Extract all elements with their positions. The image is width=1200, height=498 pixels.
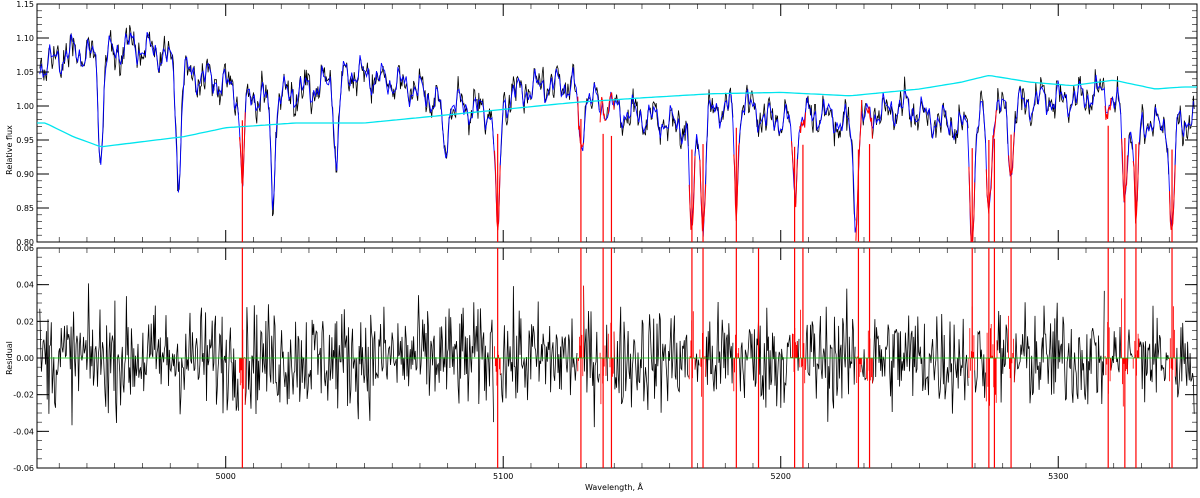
residual-y-tick-label: -0.06 (13, 464, 34, 473)
flux-y-tick-label: 0.90 (16, 170, 34, 179)
x-tick-label: 5200 (771, 472, 791, 481)
residual-y-tick-label: -0.02 (13, 391, 34, 400)
flux-y-tick-label: 1.05 (16, 68, 34, 77)
residual-y-tick-label: -0.04 (13, 427, 34, 436)
flux-y-tick-label: 1.10 (16, 34, 34, 43)
wavelength-x-axis-label: Wavelength, Å (585, 481, 644, 492)
masked-spectrum-line (239, 92, 1176, 242)
flux-y-axis-label: Relative flux (5, 125, 14, 175)
flux-panel-frame (36, 3, 1198, 243)
observed-spectrum-line (39, 25, 1195, 221)
residual-plot-area (37, 248, 1197, 468)
residual-line (39, 283, 1195, 428)
x-tick-label: 5100 (493, 472, 513, 481)
masked-residual-line (239, 285, 1176, 407)
residual-y-tick-label: 0.02 (16, 317, 34, 326)
residual-y-axis-label: Residual (5, 341, 14, 375)
model-spectrum-line (39, 32, 1194, 242)
x-tick-label: 5300 (1048, 472, 1068, 481)
flux-plot-area (37, 25, 1197, 242)
residual-panel: -0.06 -0.04 -0.02 0.00 0.02 0.04 0.06 5000 5100 5… (13, 244, 1198, 481)
flux-y-tick-label: 1.15 (16, 0, 34, 9)
flux-y-tick-label: 0.95 (16, 136, 34, 145)
flux-y-tick-label: 0.80 (16, 238, 34, 247)
flux-y-tick-label: 1.00 (16, 102, 34, 111)
residual-y-tick-label: 0.00 (16, 354, 34, 363)
residual-y-tick-label: 0.06 (16, 244, 34, 253)
flux-y-tick-label: 0.85 (16, 204, 34, 213)
flux-panel: 0.80 0.85 0.90 0.95 1.00 1.05 1.10 1.15 (16, 0, 1198, 247)
x-tick-label: 5000 (216, 472, 236, 481)
residual-y-tick-label: 0.04 (16, 281, 34, 290)
continuum-line (37, 74, 1197, 148)
